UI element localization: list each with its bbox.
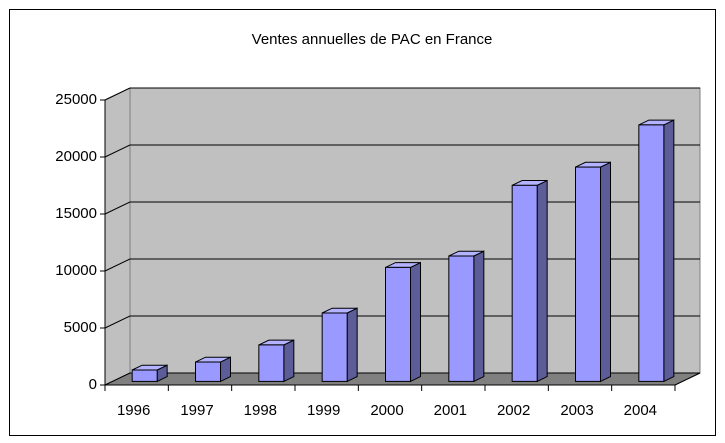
bar — [131, 369, 158, 382]
bar — [511, 184, 538, 382]
bar-side — [600, 161, 611, 383]
chart-title: Ventes annuelles de PAC en France — [252, 31, 493, 48]
y-tick-label: 25000 — [55, 91, 97, 108]
bar-side — [410, 261, 421, 383]
grid-line-side — [104, 201, 131, 215]
bar-side — [346, 307, 358, 383]
x-tick-label: 1996 — [117, 402, 150, 419]
bar — [321, 312, 348, 382]
x-axis-depth — [674, 372, 701, 386]
x-tick-label: 2000 — [370, 402, 403, 419]
side-wall — [104, 87, 131, 386]
x-tick-label: 1997 — [180, 402, 213, 419]
y-tick-label: 0 — [89, 376, 97, 393]
y-tick-label: 10000 — [55, 262, 97, 279]
y-tick-label: 5000 — [64, 319, 97, 336]
x-tick-label: 1999 — [307, 402, 340, 419]
bar — [195, 361, 221, 382]
y-tick-label: 20000 — [55, 148, 97, 165]
bar-side — [536, 179, 548, 383]
x-tick-label: 2001 — [434, 402, 467, 419]
x-tick-label: 2003 — [560, 402, 593, 419]
bar — [258, 344, 285, 382]
bar-side — [473, 250, 485, 383]
grid-line-side — [104, 87, 131, 101]
bar-side — [283, 339, 295, 383]
bar — [385, 266, 411, 382]
bar — [575, 166, 601, 382]
y-tick-label: 15000 — [55, 205, 97, 222]
grid-line-side — [104, 144, 131, 158]
x-tick-label: 2002 — [497, 402, 530, 419]
bar — [638, 124, 665, 382]
x-tick-label: 2004 — [624, 402, 657, 419]
grid-line-side — [104, 315, 131, 329]
grid-line-side — [104, 258, 131, 272]
grid-line-side — [104, 372, 131, 386]
bar — [448, 255, 475, 382]
x-tick-label: 1998 — [244, 402, 277, 419]
bar-side — [663, 119, 675, 383]
